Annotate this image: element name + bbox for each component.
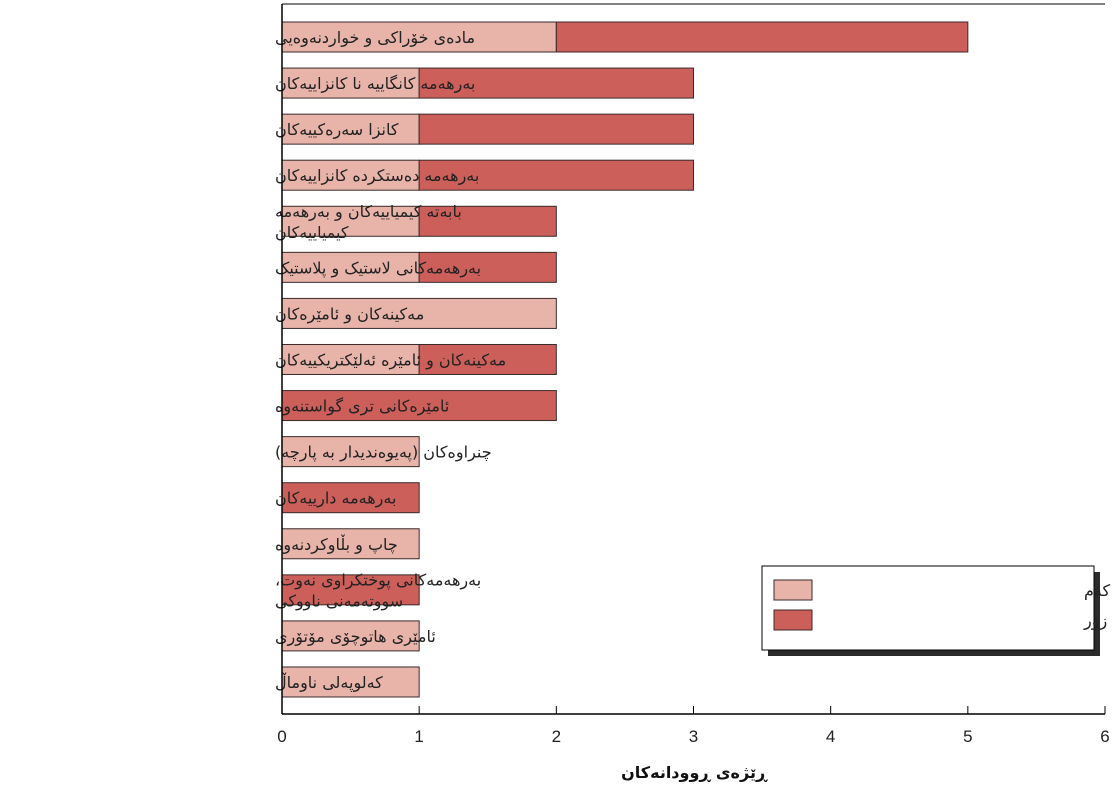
category-label-1: بەرهەمە کانگاییە نا کانزاییەکان: [275, 74, 475, 94]
x-tick-label-5: 5: [963, 727, 972, 746]
category-label-0: مادەی خۆراکی و خواردنەوەیی: [275, 28, 475, 48]
category-label-14: کەلوپەلی ناوماڵ: [275, 672, 383, 693]
bar-low-7: [281, 343, 420, 375]
category-label-5: بەرهەمەکانی لاستیک و پلاستیک: [275, 258, 481, 278]
x-tick-label-0: 0: [277, 727, 286, 746]
bar-high-4: [418, 205, 557, 237]
category-label-12-line-0: بەرهەمەکانی پوختکراوی نەوت،: [275, 570, 481, 590]
bar-low-0: [281, 21, 557, 53]
bar-high-12: [281, 574, 420, 606]
bar-low-1: [281, 67, 420, 99]
category-label-9: چنراوەکان (پەیوەندیدار بە پارچە): [275, 443, 492, 463]
category-label-3: بەرهەمە دەستکردە کانزاییەکان: [275, 166, 479, 186]
legend-label-high: وڵاتانی خاوەن گەشەی زۆر: [1083, 610, 1112, 631]
bar-low-3: [281, 159, 420, 191]
category-label-10: بەرهەمە دارییەکان: [275, 489, 396, 509]
x-tick-label-3: 3: [689, 727, 698, 746]
bar-low-6: [281, 297, 557, 329]
legend-swatch-low: [773, 579, 813, 601]
bar-low-2: [281, 113, 420, 145]
category-label-11: چاپ و بڵاوکردنەوە: [275, 534, 398, 555]
category-label-7: مەکینەکان و ئامێرە ئەلێکتریکییەکان: [275, 350, 506, 370]
bar-high-5: [418, 251, 557, 283]
bar-low-11: [281, 528, 420, 560]
category-label-4-line-1: کیمیاییەکان: [275, 223, 349, 242]
legend-swatch-high: [773, 609, 813, 631]
category-labels: مادەی خۆراکی و خواردنەوەیی بەرهەمە کانگای…: [275, 28, 506, 693]
bar-high-3: [418, 159, 694, 191]
x-tick-label-6: 6: [1100, 727, 1109, 746]
category-label-2: کانزا سەرەکییەکان: [275, 120, 399, 140]
category-label-13: ئامێری هاتوچۆی مۆتۆری: [275, 627, 436, 647]
bar-high-7: [418, 343, 557, 375]
bar-high-1: [418, 67, 694, 99]
legend: وڵاتانی خاوەن گەشەی کەم وڵاتانی خاوەن گەش…: [761, 565, 1112, 656]
bars-layer: [281, 21, 969, 698]
category-label-6: مەکینەکان و ئامێرەکان: [275, 304, 424, 324]
category-label-8: ئامێرەکانی تری گواستنەوە: [275, 397, 449, 417]
x-tick-label-2: 2: [552, 727, 561, 746]
bar-low-13: [281, 620, 420, 652]
x-tick-label-4: 4: [826, 727, 835, 746]
axes: 0 1 2 3 4 5 6: [277, 3, 1110, 746]
x-tick-label-1: 1: [414, 727, 423, 746]
bar-high-2: [418, 113, 694, 145]
bar-low-14: [281, 666, 420, 698]
x-axis-title: ڕێژەی ڕوودانەکان: [621, 763, 769, 782]
bar-high-0: [555, 21, 969, 53]
legend-label-low: وڵاتانی خاوەن گەشەی کەم: [1084, 580, 1112, 601]
category-label-12-line-1: سووتەمەنی ناووکی: [275, 591, 403, 611]
category-label-4-line-0: بابەتە کیمیاییەکان و بەرهەمە: [275, 202, 462, 222]
legend-box: [761, 565, 1095, 651]
